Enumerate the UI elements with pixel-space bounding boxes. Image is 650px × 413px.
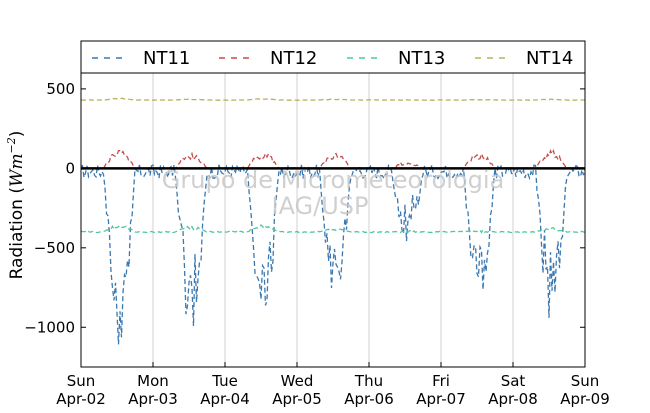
x-tick-label-date-3: Apr-05 <box>272 390 322 408</box>
x-tick-label-day-4: Thu <box>354 372 383 390</box>
x-axis: SunApr-02MonApr-03TueApr-04WedApr-05ThuA… <box>56 362 610 408</box>
series-line-nt12 <box>80 148 586 170</box>
watermark: Grupo de Micrometeorologia IAG/USP <box>162 166 504 220</box>
x-tick-label-day-3: Wed <box>281 372 314 390</box>
x-tick-label-day-7: Sun <box>571 372 600 390</box>
x-tick-label-day-2: Tue <box>211 372 238 390</box>
legend-label-nt14: NT14 <box>526 48 573 69</box>
y-tick-label-2: −500 <box>34 239 75 257</box>
grid-lines <box>152 73 514 367</box>
legend-label-nt11: NT11 <box>143 48 190 69</box>
x-tick-label-day-6: Sat <box>501 372 526 390</box>
legend: NT11 NT12 NT13 NT14 <box>80 40 586 74</box>
series-line-nt13 <box>80 223 586 234</box>
series-line-nt11 <box>80 163 586 345</box>
y-tick-label-3: −1000 <box>24 318 75 336</box>
x-tick-label-day-0: Sun <box>67 372 96 390</box>
y-axis: 500 0 −500 −1000 <box>24 80 585 336</box>
watermark-line-2: IAG/USP <box>271 192 368 220</box>
x-tick-label-date-0: Apr-02 <box>56 390 106 408</box>
x-tick-label-date-5: Apr-07 <box>416 390 466 408</box>
plot-frame <box>80 72 586 368</box>
series-line-nt14 <box>80 97 585 101</box>
y-tick-label-1: 0 <box>65 159 75 177</box>
y-axis-label: Radiation (Wm−2) <box>5 131 27 280</box>
watermark-line-1: Grupo de Micrometeorologia <box>162 166 504 194</box>
legend-box <box>80 40 586 74</box>
y-tick-label-0: 500 <box>46 80 75 98</box>
y-axis-label-suffix: ) <box>7 131 27 138</box>
legend-label-nt12: NT12 <box>270 48 317 69</box>
x-tick-label-date-7: Apr-09 <box>560 390 610 408</box>
y-axis-label-exponent: −2 <box>5 137 18 153</box>
legend-label-nt13: NT13 <box>398 48 445 69</box>
x-tick-label-date-1: Apr-03 <box>128 390 178 408</box>
x-tick-label-date-4: Apr-06 <box>344 390 394 408</box>
y-axis-label-prefix: Radiation ( <box>7 187 27 279</box>
series-lines <box>80 97 586 345</box>
y-axis-label-unit: Wm <box>7 153 27 187</box>
x-tick-label-date-2: Apr-04 <box>200 390 250 408</box>
x-tick-label-date-6: Apr-08 <box>488 390 538 408</box>
x-tick-label-day-1: Mon <box>137 372 169 390</box>
x-tick-label-day-5: Fri <box>432 372 450 390</box>
